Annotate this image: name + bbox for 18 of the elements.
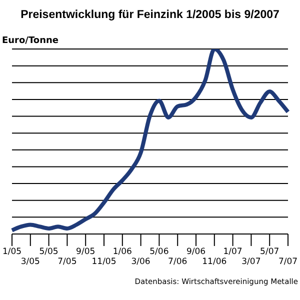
x-tick-label: 9/05 <box>76 247 96 257</box>
x-tick-label: 7/07 <box>278 257 298 267</box>
chart-title: Preisentwicklung für Feinzink 1/2005 bis 9/2007 <box>20 9 280 21</box>
x-tick-label: 11/06 <box>202 257 227 267</box>
x-tick-label: 11/05 <box>92 257 116 267</box>
x-tick-label: 3/05 <box>20 257 40 267</box>
x-tick-label: 5/07 <box>260 247 280 257</box>
x-tick-label: 3/07 <box>242 257 261 267</box>
x-tick-label: 1/07 <box>223 247 242 257</box>
x-tick-label: 7/06 <box>168 257 188 267</box>
x-tick-label: 5/05 <box>39 247 58 257</box>
x-tick-label: 3/06 <box>131 257 150 267</box>
y-axis-title: Euro/Tonne <box>2 36 59 46</box>
x-tick-label: 9/06 <box>186 247 206 257</box>
x-tick-label: 1/06 <box>112 247 132 257</box>
x-tick-label: 5/06 <box>150 247 169 257</box>
x-tick-label: 7/05 <box>58 257 77 267</box>
x-tick-label: 1/05 <box>2 247 22 257</box>
